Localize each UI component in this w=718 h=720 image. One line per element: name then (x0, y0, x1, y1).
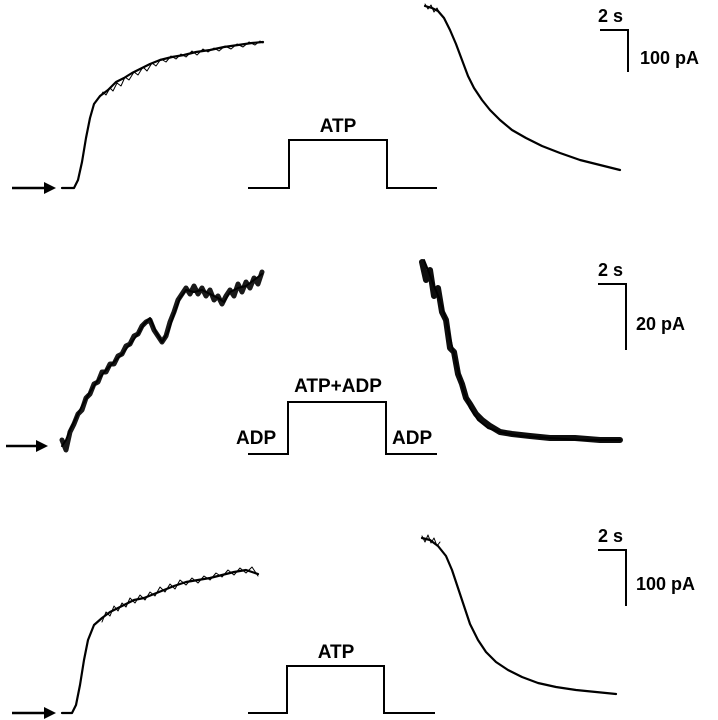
time-scale-label: 2 s (598, 6, 623, 26)
protocol-label: ATP (320, 116, 357, 137)
protocol-step (248, 401, 437, 455)
deactivation-trace-noise (419, 259, 623, 443)
protocol-right-label: ADP (392, 428, 432, 449)
current-scale-label: 20 pA (636, 314, 685, 334)
current-scale-label: 100 pA (636, 574, 695, 594)
scale-bar: 2 s 100 pA (598, 526, 695, 606)
protocol-label: ATP+ADP (294, 376, 382, 397)
time-scale-label: 2 s (598, 526, 623, 546)
time-scale-label: 2 s (598, 260, 623, 280)
arrow-icon (12, 182, 56, 194)
deactivation-trace-noise (424, 3, 441, 15)
panel-2: ATP+ADP ADP ADP 2 s 20 pA (6, 259, 685, 455)
deactivation-trace-noise (421, 534, 441, 547)
protocol-step (248, 139, 437, 189)
arrow-icon (6, 440, 48, 452)
protocol-step (248, 665, 435, 714)
protocol-label: ATP (318, 642, 355, 663)
activation-trace-noise (99, 40, 264, 98)
arrow-icon (12, 707, 56, 719)
activation-trace-noise (101, 566, 259, 623)
deactivation-trace (420, 536, 618, 696)
activation-trace (60, 40, 265, 190)
protocol-left-label: ADP (236, 428, 276, 449)
scale-bar: 2 s 100 pA (598, 6, 699, 72)
current-scale-label: 100 pA (640, 48, 699, 68)
activation-trace (60, 568, 260, 715)
deactivation-trace (423, 4, 622, 172)
activation-trace (61, 273, 263, 447)
scale-bar: 2 s 20 pA (598, 260, 685, 350)
panel-1: ATP 2 s 100 pA (12, 3, 699, 194)
panel-3: ATP 2 s 100 pA (12, 526, 695, 719)
activation-trace-noise (59, 269, 265, 453)
